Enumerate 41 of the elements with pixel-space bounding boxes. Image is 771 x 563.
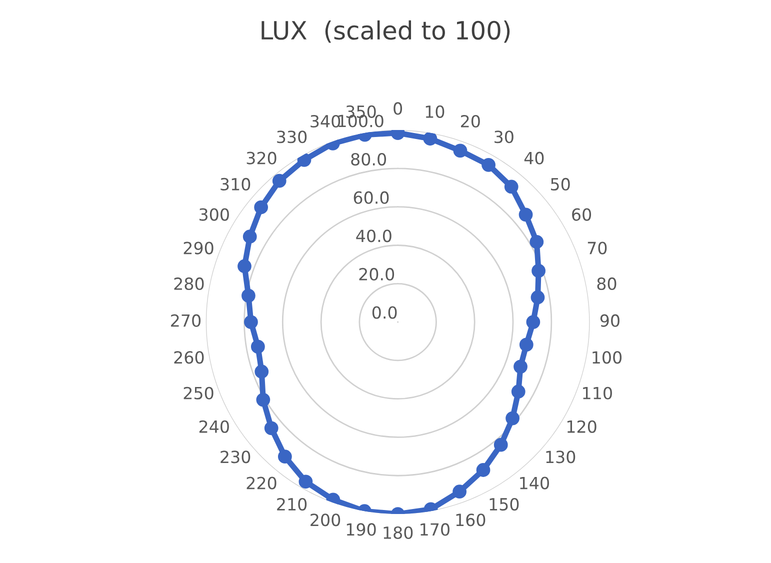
spoke-label: 330 — [277, 130, 307, 144]
spoke-label: 90 — [600, 314, 620, 327]
y-tick-label: 80.0 — [351, 152, 386, 166]
y-tick-label: 60.0 — [354, 191, 389, 204]
chart-title: LUX (scaled to 100) — [262, 20, 510, 43]
spoke-label: 140 — [520, 476, 549, 490]
y-tick-label: 20.0 — [359, 268, 394, 281]
spoke-label: 0 — [394, 102, 402, 115]
spoke-label: 250 — [184, 386, 214, 400]
spoke-label: 70 — [588, 242, 607, 254]
spoke-label: 180 — [384, 526, 413, 539]
spoke-label: 240 — [199, 420, 229, 433]
spoke-label: 50 — [551, 178, 570, 191]
spoke-label: 150 — [490, 498, 519, 511]
spoke-label: 110 — [583, 386, 612, 400]
spoke-label: 170 — [420, 523, 450, 536]
spoke-label: 40 — [524, 152, 544, 164]
spoke-label: 200 — [310, 514, 340, 526]
spoke-label: 160 — [456, 514, 486, 526]
spoke-label: 320 — [246, 152, 276, 164]
spoke-label: 10 — [426, 105, 444, 118]
spoke-label: 270 — [171, 314, 201, 327]
spoke-label: 260 — [174, 351, 204, 364]
spoke-label: 280 — [174, 277, 204, 290]
spoke-label: 230 — [220, 450, 250, 464]
spoke-label: 290 — [184, 242, 214, 254]
y-tick-label: 40.0 — [356, 230, 392, 242]
spoke-label: 60 — [572, 208, 592, 221]
spoke-label: 220 — [246, 476, 276, 490]
spoke-label: 210 — [277, 498, 307, 511]
spoke-label: 310 — [220, 178, 250, 191]
spoke-label: 190 — [346, 523, 376, 536]
spoke-label: 100 — [592, 351, 622, 364]
spoke-label: 120 — [567, 420, 596, 433]
spoke-label: 30 — [494, 130, 514, 144]
spoke-label: 20 — [461, 114, 480, 128]
spoke-label: 130 — [546, 450, 576, 464]
y-tick-label: 0.0 — [372, 306, 397, 319]
spoke-label: 340 — [310, 114, 340, 128]
spoke-label: 300 — [200, 208, 229, 221]
spoke-label: 80 — [597, 277, 616, 290]
